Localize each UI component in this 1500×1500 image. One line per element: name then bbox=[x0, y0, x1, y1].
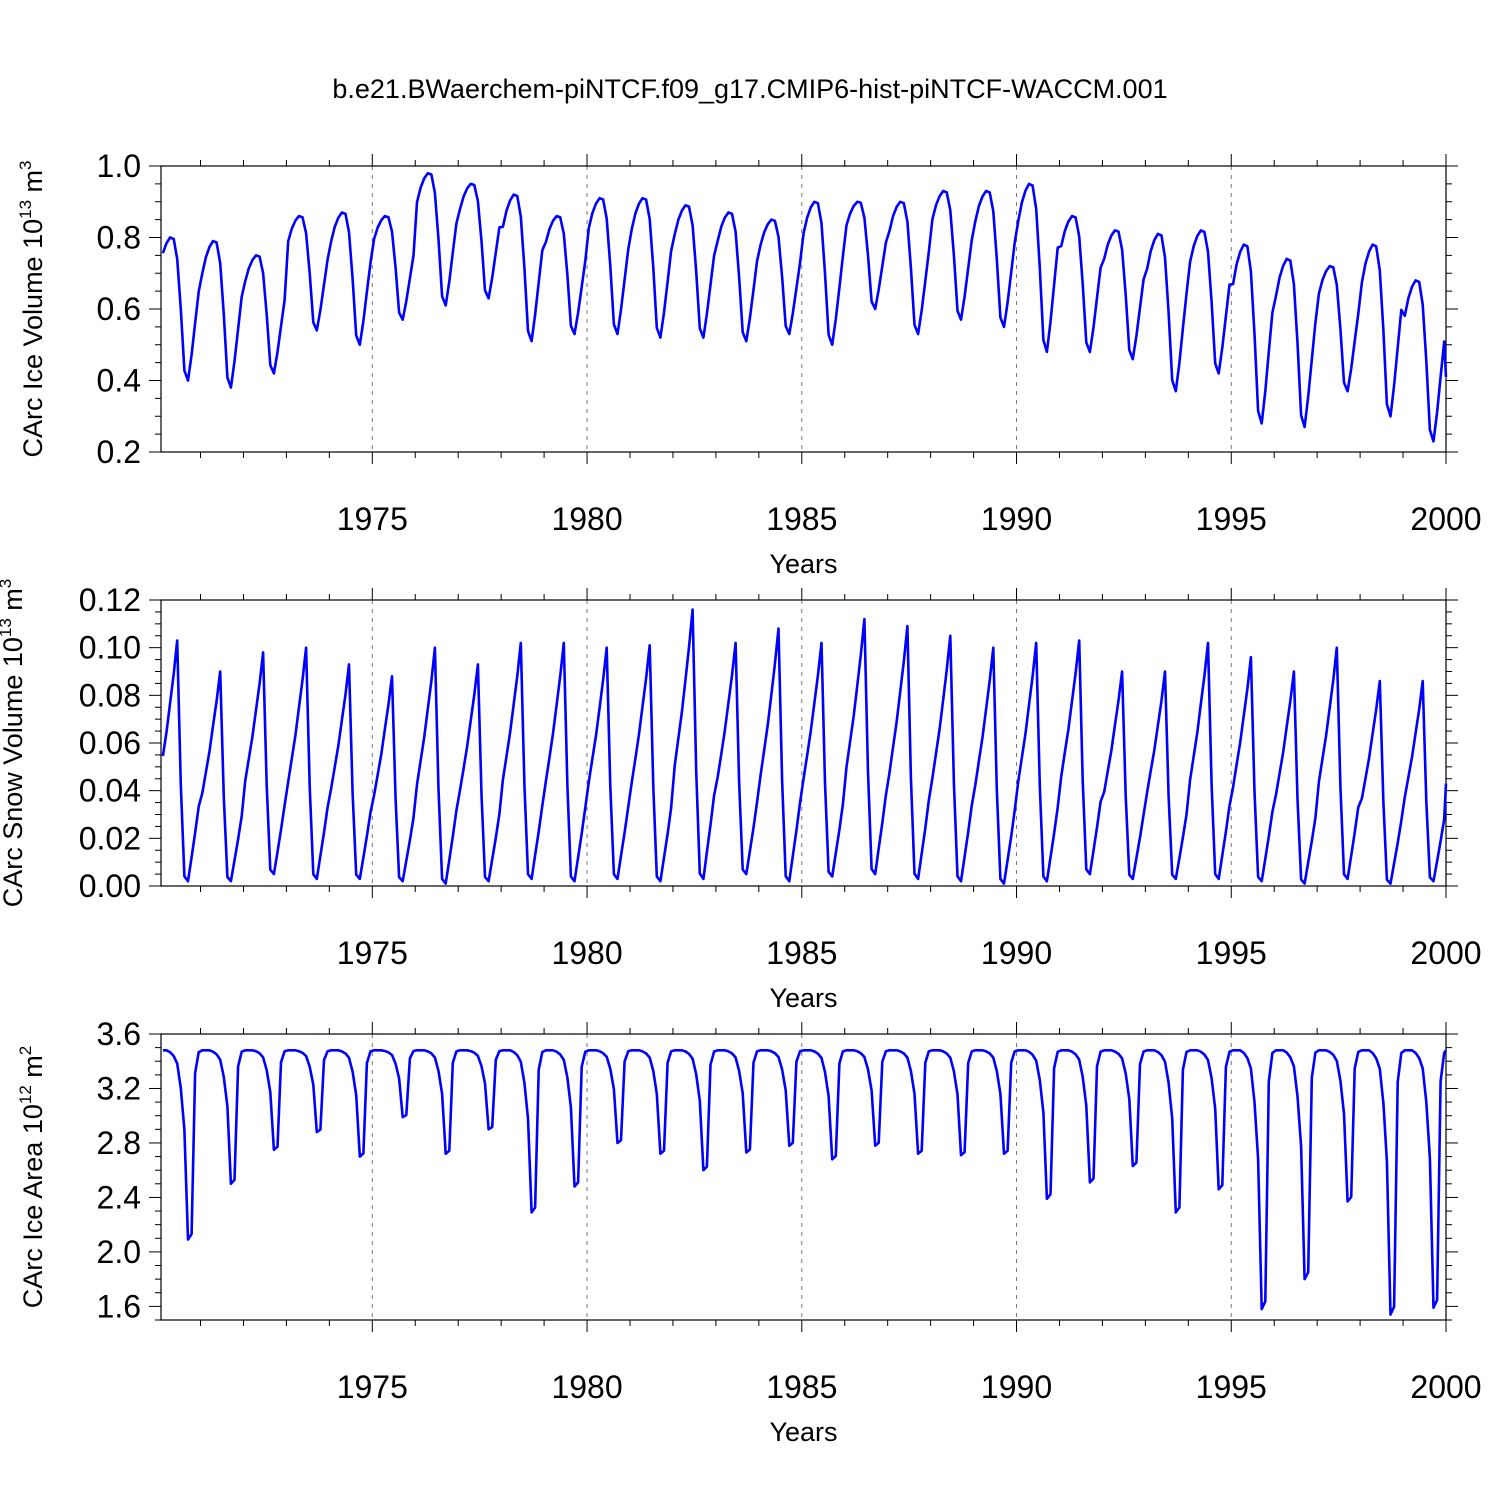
x-tick-label: 1975 bbox=[337, 501, 408, 537]
y-tick-label: 0.6 bbox=[97, 291, 141, 327]
x-tick-label: 2000 bbox=[1410, 501, 1481, 537]
y-tick-label: 2.0 bbox=[97, 1234, 141, 1270]
y-tick-label: 2.8 bbox=[97, 1125, 141, 1161]
x-tick-label: 1980 bbox=[551, 501, 622, 537]
x-tick-label: 1975 bbox=[337, 1369, 408, 1405]
panel-snow-volume: 0.00 0.02 0.04 0.06 0.08 0.10 0.12 1975 1980 1985… bbox=[0, 579, 1482, 1013]
x-tick-label: 2000 bbox=[1410, 1369, 1481, 1405]
y-tick-label: 0.4 bbox=[97, 363, 141, 399]
y-axis-title: CArc Snow Volume 1013 m3 bbox=[0, 579, 28, 908]
x-tick-label: 1995 bbox=[1196, 501, 1267, 537]
x-axis-title: Years bbox=[769, 1417, 837, 1447]
series-line-ice-area bbox=[162, 1049, 1448, 1316]
x-tick-label: 1985 bbox=[766, 1369, 837, 1405]
x-axis-title: Years bbox=[769, 983, 837, 1013]
y-tick-label: 1.6 bbox=[97, 1288, 141, 1324]
x-tick-label: 1995 bbox=[1196, 1369, 1267, 1405]
x-tick-label: 1980 bbox=[551, 1369, 622, 1405]
y-tick-label: 0.04 bbox=[79, 773, 141, 809]
x-tick-label: 1985 bbox=[766, 501, 837, 537]
y-tick-label: 0.2 bbox=[97, 434, 141, 470]
y-tick-label: 0.12 bbox=[79, 582, 141, 618]
x-tick-label: 1995 bbox=[1196, 935, 1267, 971]
y-tick-label: 0.10 bbox=[79, 630, 141, 666]
y-tick-label: 3.6 bbox=[97, 1016, 141, 1052]
y-tick-label: 0.02 bbox=[79, 820, 141, 856]
y-tick-label: 2.4 bbox=[97, 1179, 141, 1215]
y-tick-label: 0.00 bbox=[79, 868, 141, 904]
x-tick-label: 1980 bbox=[551, 935, 622, 971]
y-tick-label: 1.0 bbox=[97, 148, 141, 184]
y-tick-label: 0.06 bbox=[79, 725, 141, 761]
series-line-ice-volume bbox=[161, 171, 1448, 443]
chart-title: b.e21.BWaerchem-piNTCF.f09_g17.CMIP6-his… bbox=[332, 74, 1168, 104]
x-tick-label: 2000 bbox=[1410, 935, 1481, 971]
x-tick-label: 1990 bbox=[981, 1369, 1052, 1405]
panel-ice-volume: 0.2 0.4 0.6 0.8 1.0 1975 1980 1985 1990 1995 2000 Y… bbox=[16, 148, 1482, 579]
x-tick-label: 1985 bbox=[766, 935, 837, 971]
x-tick-label: 1990 bbox=[981, 501, 1052, 537]
y-tick-label: 0.8 bbox=[97, 220, 141, 256]
y-tick-label: 0.08 bbox=[79, 677, 141, 713]
x-axis-title: Years bbox=[769, 549, 837, 579]
y-tick-label: 3.2 bbox=[97, 1070, 141, 1106]
panel-ice-area: 1.6 2.0 2.4 2.8 3.2 3.6 1975 1980 1985 1990 1995 20… bbox=[16, 1016, 1482, 1447]
series-line-snow-volume bbox=[161, 608, 1448, 885]
plot-frame bbox=[160, 1033, 1447, 1321]
y-axis-title: CArc Ice Area 1012 m2 bbox=[16, 1046, 48, 1309]
y-axis-title: CArc Ice Volume 1013 m3 bbox=[16, 160, 48, 457]
x-tick-label: 1990 bbox=[981, 935, 1052, 971]
x-tick-label: 1975 bbox=[337, 935, 408, 971]
